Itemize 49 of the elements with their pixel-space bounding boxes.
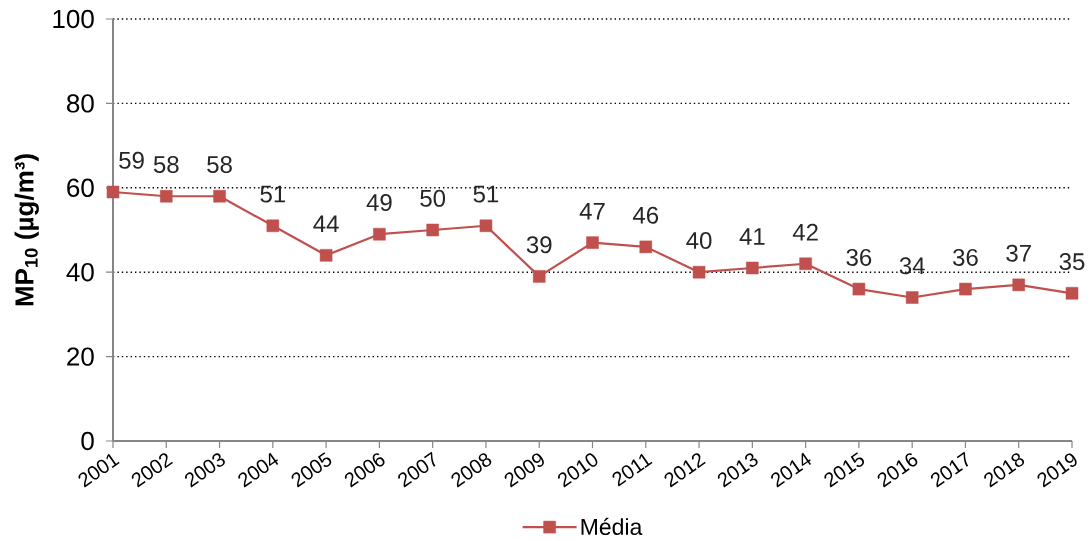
point xyxy=(639,240,653,254)
point xyxy=(1012,278,1025,292)
point xyxy=(959,282,972,296)
data-label: 59 xyxy=(119,151,144,169)
point xyxy=(905,291,919,304)
data-label: 34 xyxy=(899,257,925,275)
y-tick-label: 60 xyxy=(67,178,94,197)
x-tick-label: 2001 xyxy=(78,453,120,488)
point xyxy=(213,189,226,203)
y-tick-label: 0 xyxy=(81,431,94,451)
point xyxy=(852,282,866,296)
point xyxy=(746,261,759,275)
point xyxy=(586,236,599,249)
point xyxy=(160,189,173,203)
data-label: 42 xyxy=(792,223,818,241)
y-tick-label: 80 xyxy=(67,94,94,113)
data-label: 41 xyxy=(739,228,765,245)
x-tick-label: 2012 xyxy=(664,453,706,488)
data-label: 58 xyxy=(207,156,232,174)
point xyxy=(799,257,812,271)
y-tick-label: 40 xyxy=(66,262,94,282)
data-label: 50 xyxy=(420,189,446,207)
point xyxy=(692,265,706,279)
data-label: 40 xyxy=(686,232,712,249)
point xyxy=(266,219,280,233)
point xyxy=(1065,287,1079,300)
point xyxy=(319,249,333,262)
data-label: 47 xyxy=(579,202,605,220)
data-label: 35 xyxy=(1059,253,1085,271)
data-label: 36 xyxy=(846,248,872,266)
data-label: 44 xyxy=(313,215,339,233)
y-tick-label: 20 xyxy=(67,347,94,366)
data-label: 51 xyxy=(473,185,499,203)
point xyxy=(106,185,120,199)
point xyxy=(426,223,439,237)
legend-label: Média xyxy=(581,517,643,536)
point xyxy=(373,227,386,241)
data-label: 49 xyxy=(366,194,392,212)
point xyxy=(479,219,493,233)
data-label: 51 xyxy=(260,185,285,203)
x-tick-label: 2011 xyxy=(612,453,653,487)
y-axis-title: MP$_{10}$ (µg/m³) xyxy=(14,154,39,306)
data-label: 58 xyxy=(153,156,179,174)
y-tick-label: 100 xyxy=(53,9,94,29)
data-label: 36 xyxy=(953,248,978,266)
data-label: 39 xyxy=(526,236,552,254)
data-label: 46 xyxy=(632,206,659,224)
point xyxy=(532,270,546,283)
data-label: 37 xyxy=(1006,244,1031,262)
